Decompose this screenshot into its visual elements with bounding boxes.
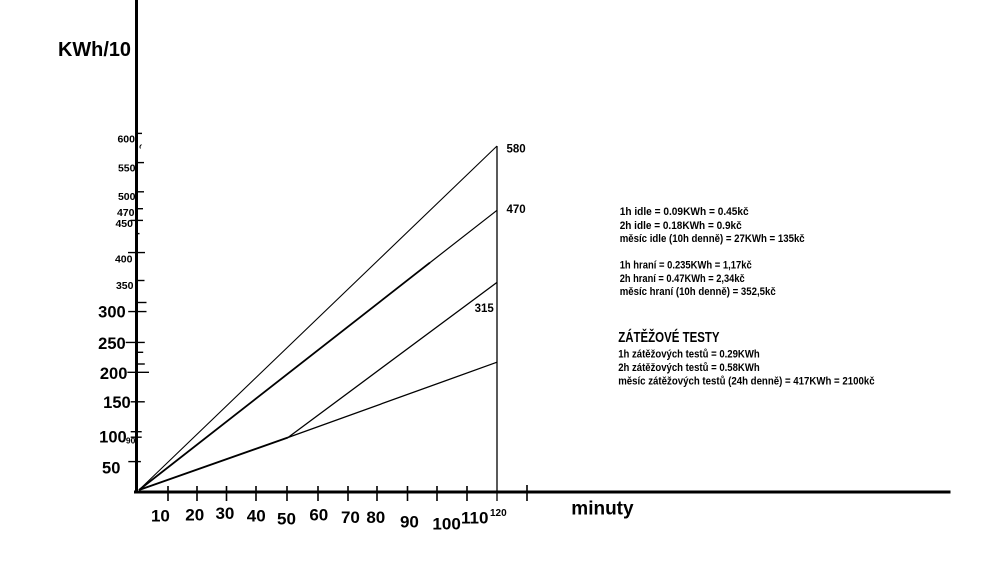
svg-text:40: 40: [247, 507, 266, 526]
svg-text:110: 110: [461, 508, 488, 527]
svg-text:70: 70: [341, 508, 360, 527]
svg-text:měsíc zátěžových testů (24h de: měsíc zátěžových testů (24h denně) = 417…: [618, 375, 874, 387]
svg-text:470: 470: [507, 204, 526, 216]
svg-text:60: 60: [309, 506, 328, 525]
svg-text:200: 200: [100, 365, 128, 383]
svg-text:470: 470: [117, 207, 135, 219]
svg-text:100: 100: [432, 515, 460, 534]
svg-text:580: 580: [507, 144, 526, 156]
svg-text:350: 350: [116, 280, 134, 292]
svg-text:KWh/10: KWh/10: [58, 38, 131, 61]
svg-text:měsíc idle (10h denně) = 27KWh: měsíc idle (10h denně) = 27KWh = 135kč: [620, 233, 805, 245]
svg-text:2h idle = 0.18KWh = 0.9kč: 2h idle = 0.18KWh = 0.9kč: [620, 220, 742, 232]
svg-text:20: 20: [185, 505, 204, 524]
svg-text:90: 90: [400, 512, 419, 531]
svg-text:500: 500: [118, 191, 136, 203]
svg-text:měsíc hraní (10h denně) = 352,: měsíc hraní (10h denně) = 352,5kč: [620, 286, 776, 298]
svg-text:90: 90: [126, 435, 136, 445]
svg-text:315: 315: [475, 303, 495, 315]
svg-text:150: 150: [103, 394, 131, 412]
svg-text:80: 80: [366, 508, 385, 527]
svg-text:50: 50: [277, 510, 296, 529]
svg-text:1h hraní = 0.235KWh = 1,17kč: 1h hraní = 0.235KWh = 1,17kč: [620, 260, 752, 272]
svg-text:250: 250: [98, 335, 126, 353]
svg-text:450: 450: [115, 218, 133, 230]
svg-text:ZÁTĚŽOVÉ TESTY: ZÁTĚŽOVÉ TESTY: [618, 328, 719, 346]
svg-text:120: 120: [490, 508, 507, 519]
svg-text:2h zátěžových testů = 0.58KWh: 2h zátěžových testů = 0.58KWh: [618, 362, 760, 374]
svg-text:400: 400: [115, 254, 133, 266]
svg-text:10: 10: [151, 507, 170, 526]
svg-text:600: 600: [117, 133, 135, 145]
svg-text:100: 100: [99, 429, 127, 447]
svg-text:300: 300: [98, 303, 126, 321]
svg-text:550: 550: [118, 163, 136, 175]
svg-text:1h idle = 0.09KWh = 0.45kč: 1h idle = 0.09KWh = 0.45kč: [620, 206, 749, 218]
svg-text:30: 30: [215, 504, 234, 523]
svg-text:50: 50: [102, 459, 120, 477]
svg-text:1h zátěžových testů = 0.29KWh: 1h zátěžových testů = 0.29KWh: [618, 349, 760, 361]
svg-text:minuty: minuty: [571, 499, 634, 520]
svg-text:2h hraní = 0.47KWh = 2,34kč: 2h hraní = 0.47KWh = 2,34kč: [620, 273, 745, 285]
